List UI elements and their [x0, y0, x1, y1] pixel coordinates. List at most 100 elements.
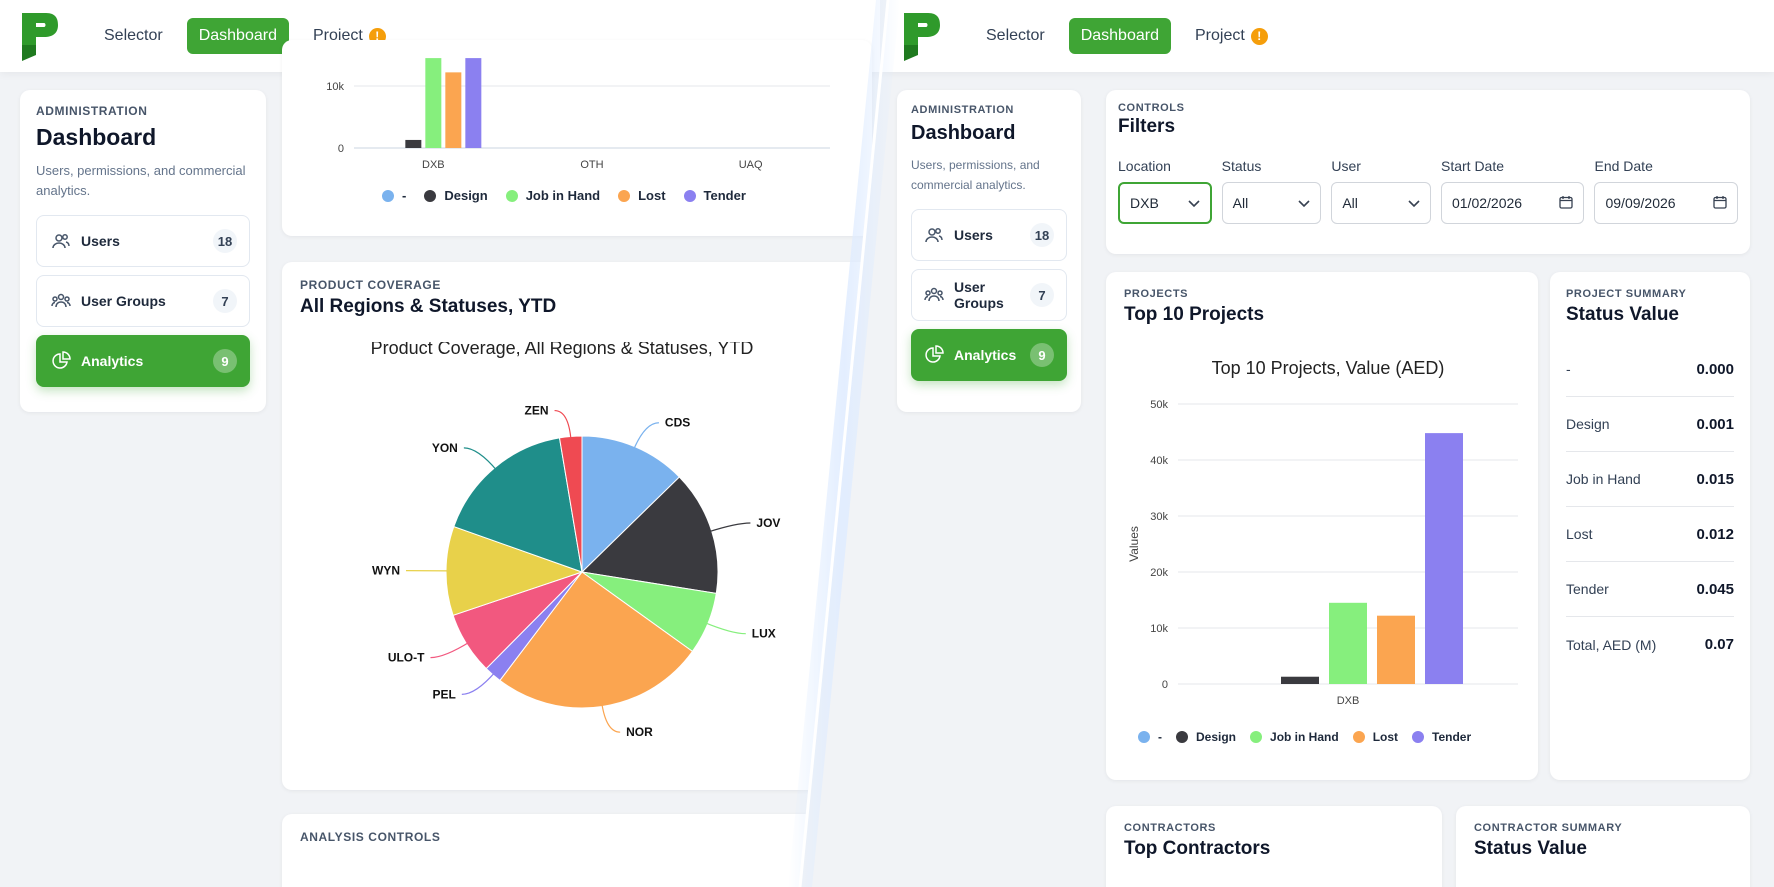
- legend-swatch: [1138, 731, 1150, 743]
- regional-bar-card: 10k 0 DXB OTH UAQ - Design Job in Hand Lost Tend…: [282, 40, 872, 236]
- legend-item[interactable]: Tender: [683, 188, 746, 203]
- chart-title: Product Coverage, All Regions & Statuses…: [371, 342, 754, 358]
- legend-swatch: [382, 189, 394, 202]
- nav-project-label: Project: [312, 27, 363, 44]
- slice-label: CDS: [665, 416, 690, 430]
- project-summary-title: Status Value: [1566, 304, 1679, 325]
- admin-desc: Users, permissions, and commercial analy…: [911, 158, 1040, 192]
- bar: [1329, 602, 1367, 684]
- sidebar-item-users[interactable]: Users 18: [911, 209, 1067, 261]
- y-tick-label: 50k: [1150, 399, 1168, 411]
- y-tick-label: 30k: [1150, 511, 1168, 523]
- admin-title: Dashboard: [911, 122, 1016, 144]
- filter-label: Location: [1118, 158, 1171, 174]
- filter-start-date: Start Date 01/02/2026: [1440, 158, 1585, 224]
- sidebar-item-label: User Groups: [954, 279, 1004, 311]
- count-badge: 18: [213, 229, 237, 253]
- pie-chart-icon: [924, 345, 944, 365]
- sidebar-item-user-groups[interactable]: User Groups 7: [36, 275, 250, 327]
- count-badge: 9: [1030, 343, 1054, 367]
- legend-item[interactable]: Lost: [618, 188, 666, 203]
- legend-item[interactable]: -: [1138, 730, 1162, 744]
- location-select[interactable]: DXB: [1118, 182, 1212, 224]
- y-tick-label: 10k: [326, 81, 344, 93]
- project-summary-eyebrow: PROJECT SUMMARY: [1566, 288, 1687, 300]
- count-badge: 7: [1030, 283, 1054, 307]
- nav-selector[interactable]: Selector: [104, 27, 163, 44]
- sidebar-item-user-groups[interactable]: User Groups 7: [911, 269, 1067, 321]
- summary-value: 0.045: [1696, 580, 1734, 598]
- bar: [1377, 615, 1415, 684]
- filters-eyebrow: CONTROLS: [1118, 102, 1185, 114]
- summary-label: Job in Hand: [1566, 471, 1641, 487]
- right-pane: Selector Dashboard Project ! ADMINISTRAT…: [800, 0, 1774, 887]
- x-tick-label: DXB: [422, 159, 445, 171]
- calendar-icon[interactable]: [1713, 195, 1727, 212]
- x-tick-label: DXB: [1337, 695, 1360, 707]
- nav-selector[interactable]: Selector: [986, 27, 1045, 44]
- bar: [1281, 676, 1319, 684]
- filter-end-date: End Date 09/09/2026: [1594, 158, 1738, 224]
- legend-label: -: [1158, 730, 1162, 744]
- user-select[interactable]: All: [1331, 182, 1431, 224]
- x-tick-label: UAQ: [739, 159, 763, 171]
- nav-dashboard[interactable]: Dashboard: [1068, 18, 1171, 54]
- nav-project[interactable]: Project !: [1183, 18, 1280, 54]
- user-groups-icon: [924, 285, 944, 305]
- x-tick-label: OTH: [580, 159, 603, 171]
- legend-swatch: [1176, 731, 1188, 743]
- legend-label: Lost: [1372, 730, 1399, 744]
- sidebar-item-analytics[interactable]: Analytics 9: [911, 329, 1067, 381]
- slice-label: PEL: [432, 687, 455, 701]
- chart-title: Top 10 Projects, Value (AED): [1212, 358, 1445, 378]
- legend-item[interactable]: Job in Hand: [505, 188, 601, 203]
- legend-label: Job in Hand: [1270, 730, 1339, 744]
- start-date-input[interactable]: 01/02/2026: [1440, 182, 1585, 224]
- legend-item[interactable]: -: [382, 188, 406, 203]
- summary-label: Total, AED (M): [1566, 636, 1657, 653]
- leader-line: [632, 422, 659, 451]
- legend-item[interactable]: Job in Hand: [1250, 730, 1339, 744]
- nav-dashboard[interactable]: Dashboard: [186, 18, 289, 54]
- legend: - Design Job in Hand Lost Tender: [382, 188, 746, 203]
- legend-item[interactable]: Tender: [1412, 730, 1471, 744]
- end-date-input[interactable]: 09/09/2026: [1594, 182, 1738, 224]
- legend-swatch: [1250, 731, 1263, 743]
- legend-label: Lost: [638, 188, 666, 203]
- summary-value: 0.015: [1696, 470, 1734, 488]
- slice-label: ZEN: [525, 404, 549, 418]
- slice-label: NOR: [626, 725, 653, 739]
- legend-label: Job in Hand: [525, 188, 601, 203]
- summary-label: Tender: [1566, 581, 1609, 597]
- calendar-icon[interactable]: [1559, 195, 1574, 212]
- filter-status: Status All: [1221, 158, 1322, 224]
- sidebar-item-label: Users: [81, 233, 120, 249]
- chevron-down-icon: [1298, 195, 1310, 211]
- sidebar-item-analytics[interactable]: Analytics 9: [36, 335, 250, 387]
- product-coverage-card: PRODUCT COVERAGE All Regions & Statuses,…: [282, 262, 872, 790]
- admin-eyebrow: ADMINISTRATION: [911, 104, 1014, 116]
- summary-list: - 0.000 Design 0.001 Job in Hand 0.015 Lost 0.0…: [1566, 342, 1734, 672]
- bar: [405, 139, 422, 148]
- summary-row: Design 0.001: [1566, 397, 1734, 452]
- projects-title: Top 10 Projects: [1124, 304, 1265, 325]
- filter-label: Status: [1221, 158, 1262, 174]
- legend-label: Tender: [1432, 730, 1472, 744]
- bar: [1425, 433, 1463, 684]
- admin-card: ADMINISTRATION Dashboard Users, permissi…: [897, 90, 1081, 412]
- filters-title: Filters: [1118, 116, 1176, 137]
- sidebar-item-users[interactable]: Users 18: [36, 215, 250, 267]
- count-badge: 18: [1030, 223, 1054, 247]
- status-select[interactable]: All: [1221, 182, 1322, 224]
- leader-line: [463, 447, 498, 472]
- legend-item[interactable]: Lost: [1352, 730, 1399, 744]
- slice-label: YON: [432, 441, 458, 455]
- users-icon: [51, 231, 71, 251]
- summary-label: Lost: [1566, 526, 1593, 542]
- summary-row: Total, AED (M) 0.07: [1566, 617, 1734, 672]
- legend-item[interactable]: Design: [424, 188, 488, 203]
- summary-row: Job in Hand 0.015: [1566, 452, 1734, 507]
- legend-item[interactable]: Design: [1176, 730, 1236, 744]
- legend-label: Tender: [703, 188, 746, 203]
- project-summary-card: PROJECT SUMMARY Status Value - 0.000 Desig…: [1550, 272, 1750, 780]
